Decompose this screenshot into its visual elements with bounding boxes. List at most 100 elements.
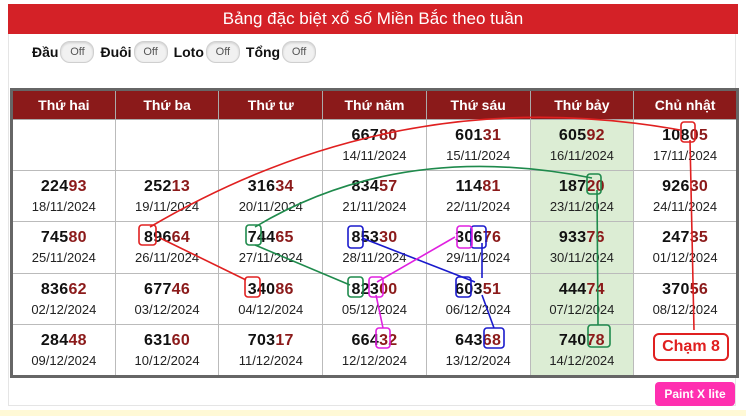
result-tail-digits: 13 — [171, 178, 191, 196]
paint-x-lite-badge[interactable]: Paint X lite — [655, 382, 735, 406]
table-header-row: Thứ hai Thứ ba Thứ tư Thứ năm Thứ sáu Thứ bảy… — [11, 89, 738, 120]
result-head-digits: 605 — [558, 127, 587, 145]
result-number: 67746 — [116, 281, 219, 299]
result-head-digits: 836 — [40, 280, 69, 298]
result-date: 21/11/2024 — [342, 199, 407, 215]
toggle-loto-switch[interactable]: Off — [205, 41, 240, 63]
result-tail-digits: 51 — [482, 280, 502, 298]
result-cell: 34086 04/12/2024 — [218, 272, 324, 325]
result-date: 25/11/2024 — [31, 250, 96, 266]
result-date: 11/12/2024 — [238, 352, 303, 368]
result-number: 60351 — [427, 281, 530, 299]
result-tail-digits: 80 — [68, 229, 87, 247]
result-head-digits: 740 — [558, 331, 587, 349]
result-number: 74078 — [531, 332, 634, 350]
result-number: 31634 — [219, 178, 322, 196]
result-number: 25213 — [116, 178, 219, 196]
result-number: 82300 — [323, 281, 426, 299]
result-head-digits: 643 — [455, 331, 483, 349]
result-tail-digits: 65 — [275, 229, 294, 247]
result-number: 66780 — [323, 127, 426, 145]
result-tail-digits: 81 — [482, 178, 501, 196]
result-head-digits: 667 — [351, 127, 380, 145]
toggle-dau-switch[interactable]: Off — [60, 41, 95, 63]
result-date: 07/12/2024 — [549, 301, 615, 317]
column-header: Thứ sáu — [425, 89, 531, 120]
result-number: 22493 — [13, 178, 115, 196]
result-number: 10805 — [634, 127, 736, 145]
table-row: 83662 02/12/2024 67746 03/12/2024 34086 04/12… — [11, 272, 738, 325]
result-cell: 83662 02/12/2024 — [11, 272, 116, 325]
result-tail-digits: 80 — [379, 127, 398, 145]
result-head-digits: 745 — [40, 229, 69, 247]
result-cell: 74078 14/12/2024 — [529, 323, 635, 378]
result-tail-digits: 35 — [689, 229, 709, 247]
toggle-label-dau: Đầu — [32, 44, 59, 60]
result-tail-digits: 93 — [68, 178, 87, 196]
result-tail-digits: 68 — [482, 331, 502, 349]
result-number: 92630 — [634, 178, 736, 196]
result-cell: 66780 14/11/2024 — [322, 118, 427, 172]
result-tail-digits: 60 — [171, 331, 191, 349]
result-tail-digits: 64 — [171, 229, 191, 247]
result-number: 74465 — [219, 229, 322, 247]
result-tail-digits: 74 — [586, 280, 605, 298]
result-tail-digits: 46 — [171, 280, 191, 298]
result-tail-digits: 30 — [379, 229, 398, 247]
table-row: 74580 25/11/2024 89664 26/11/2024 74465 27/11… — [11, 221, 738, 274]
result-tail-digits: 76 — [482, 229, 502, 247]
result-cell: 93376 30/11/2024 — [529, 221, 635, 274]
result-tail-digits: 32 — [379, 331, 398, 349]
toggle-duoi-switch[interactable]: Off — [133, 41, 168, 63]
result-cell: 89664 26/11/2024 — [114, 221, 220, 274]
result-tail-digits: 62 — [68, 280, 87, 298]
result-number: 66432 — [323, 332, 426, 350]
result-number: 30676 — [427, 229, 530, 247]
result-tail-digits: 30 — [689, 178, 709, 196]
result-date: 15/11/2024 — [446, 148, 511, 164]
result-tail-digits: 00 — [379, 280, 398, 298]
result-head-digits: 187 — [558, 178, 587, 196]
result-cell: 92630 24/11/2024 — [633, 170, 738, 223]
result-date: 08/12/2024 — [652, 301, 718, 317]
result-tail-digits: 92 — [586, 127, 605, 145]
result-date: 22/11/2024 — [446, 199, 511, 215]
result-date: 20/11/2024 — [238, 199, 303, 215]
result-number: 83457 — [323, 178, 426, 196]
result-head-digits: 252 — [144, 178, 172, 196]
result-number: 24735 — [634, 229, 736, 247]
result-number: 60131 — [427, 127, 530, 145]
result-head-digits: 823 — [351, 280, 380, 298]
result-number: 70317 — [219, 332, 322, 350]
result-cell: 64368 13/12/2024 — [425, 323, 531, 378]
result-cell: 67746 03/12/2024 — [114, 272, 220, 325]
toggle-tong-switch[interactable]: Off — [282, 41, 317, 63]
toggle-label-tong: Tổng — [245, 44, 281, 60]
result-date: 14/12/2024 — [549, 352, 615, 368]
column-header: Thứ tư — [218, 89, 324, 120]
result-tail-digits: 48 — [68, 331, 87, 349]
result-number: 85330 — [323, 229, 426, 247]
result-cell: 74580 25/11/2024 — [11, 221, 116, 274]
result-tail-digits: 78 — [586, 331, 605, 349]
result-head-digits: 247 — [662, 229, 690, 247]
result-date: 13/12/2024 — [445, 352, 511, 368]
result-date: 02/12/2024 — [31, 301, 97, 317]
result-cell: 22493 18/11/2024 — [11, 170, 116, 223]
results-table: Thứ hai Thứ ba Thứ tư Thứ năm Thứ sáu Thứ bảy… — [10, 88, 739, 378]
result-head-digits: 664 — [351, 331, 380, 349]
result-date: 05/12/2024 — [341, 301, 407, 317]
result-cell: 30676 29/11/2024 — [425, 221, 531, 274]
result-cell: 63160 10/12/2024 — [114, 323, 220, 378]
result-number: 34086 — [219, 281, 322, 299]
result-cell: 85330 28/11/2024 — [322, 221, 427, 274]
result-date: 23/11/2024 — [549, 199, 614, 215]
result-cell — [218, 118, 324, 172]
column-header: Thứ ba — [114, 89, 220, 120]
table-row: 66780 14/11/2024 60131 15/11/2024 60592 16/11… — [11, 118, 738, 172]
result-tail-digits: 76 — [586, 229, 605, 247]
result-number: 89664 — [116, 229, 219, 247]
result-date: 14/11/2024 — [342, 148, 407, 164]
result-number: 44474 — [531, 281, 634, 299]
result-number: 63160 — [116, 332, 219, 350]
